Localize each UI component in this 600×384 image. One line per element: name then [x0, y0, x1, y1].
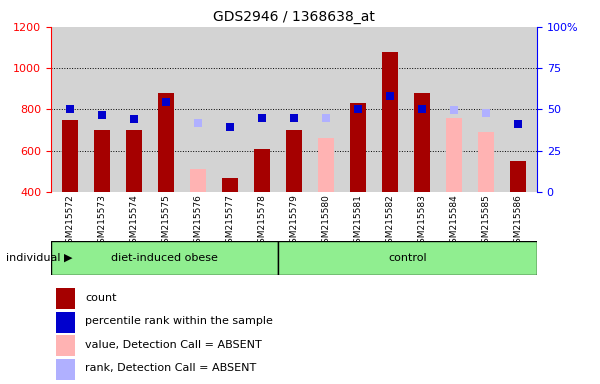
Title: GDS2946 / 1368638_at: GDS2946 / 1368638_at [213, 10, 375, 25]
Text: diet-induced obese: diet-induced obese [111, 253, 218, 263]
Text: GSM215583: GSM215583 [418, 194, 427, 249]
Text: individual ▶: individual ▶ [6, 253, 73, 263]
Bar [350, 103, 366, 192]
Text: GSM215582: GSM215582 [385, 194, 394, 249]
Bar [190, 169, 206, 192]
Text: GSM215573: GSM215573 [98, 194, 107, 249]
Text: GSM215579: GSM215579 [290, 194, 299, 249]
Text: GSM215575: GSM215575 [161, 194, 170, 249]
Text: GSM215584: GSM215584 [449, 194, 458, 249]
Text: control: control [388, 253, 427, 263]
Text: GSM215577: GSM215577 [226, 194, 235, 249]
Text: GSM215585: GSM215585 [481, 194, 490, 249]
Bar [126, 130, 142, 192]
Text: GSM215581: GSM215581 [353, 194, 362, 249]
Text: GSM215586: GSM215586 [514, 194, 523, 249]
Bar [382, 52, 398, 192]
Bar [51, 241, 278, 275]
Text: count: count [85, 293, 116, 303]
Bar [478, 132, 494, 192]
Bar [222, 177, 238, 192]
Bar [278, 241, 537, 275]
Bar [510, 161, 526, 192]
Bar [158, 93, 174, 192]
Text: GSM215574: GSM215574 [130, 194, 139, 249]
Bar [56, 312, 76, 333]
Text: GSM215578: GSM215578 [257, 194, 266, 249]
Bar [318, 138, 334, 192]
Bar [62, 120, 78, 192]
Bar [56, 359, 76, 380]
Text: GSM215576: GSM215576 [194, 194, 203, 249]
Text: value, Detection Call = ABSENT: value, Detection Call = ABSENT [85, 340, 262, 350]
Text: GSM215572: GSM215572 [65, 194, 74, 249]
Bar [56, 336, 76, 356]
Text: percentile rank within the sample: percentile rank within the sample [85, 316, 273, 326]
Bar [446, 118, 462, 192]
Text: rank, Detection Call = ABSENT: rank, Detection Call = ABSENT [85, 363, 256, 373]
Text: GSM215580: GSM215580 [322, 194, 331, 249]
Bar [94, 130, 110, 192]
Bar [56, 288, 76, 309]
Bar [414, 93, 430, 192]
Bar [254, 149, 270, 192]
Bar [286, 130, 302, 192]
